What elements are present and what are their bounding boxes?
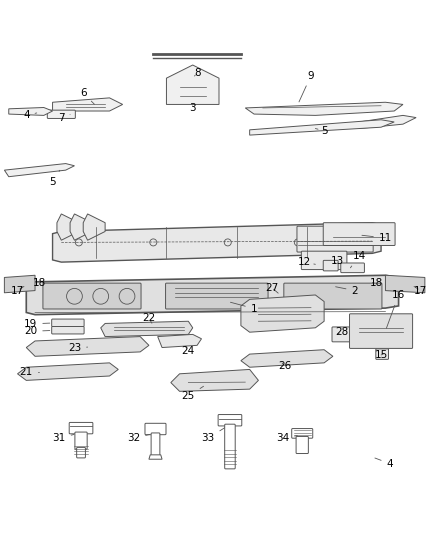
Text: 33: 33 (201, 428, 225, 443)
Polygon shape (359, 115, 416, 128)
Polygon shape (9, 108, 53, 115)
FancyBboxPatch shape (43, 283, 141, 309)
Text: 22: 22 (142, 313, 155, 323)
Polygon shape (385, 275, 425, 293)
Polygon shape (18, 363, 118, 381)
FancyBboxPatch shape (47, 110, 75, 118)
Text: 3: 3 (189, 103, 196, 113)
Text: 18: 18 (370, 278, 383, 288)
Polygon shape (70, 214, 92, 240)
FancyBboxPatch shape (75, 432, 87, 449)
Polygon shape (245, 102, 403, 115)
FancyBboxPatch shape (376, 349, 389, 359)
FancyBboxPatch shape (52, 319, 84, 327)
FancyBboxPatch shape (69, 423, 93, 434)
FancyBboxPatch shape (145, 423, 166, 435)
Text: 19: 19 (24, 319, 50, 329)
Polygon shape (4, 275, 35, 293)
Text: 16: 16 (386, 290, 405, 328)
Text: 4: 4 (375, 458, 393, 469)
Text: 5: 5 (315, 126, 328, 136)
Text: 7: 7 (58, 112, 70, 123)
Polygon shape (158, 334, 201, 348)
Polygon shape (57, 214, 79, 240)
Text: 13: 13 (331, 256, 344, 266)
Text: 12: 12 (298, 257, 315, 267)
FancyBboxPatch shape (77, 447, 85, 458)
Text: 27: 27 (265, 282, 278, 293)
Polygon shape (26, 336, 149, 356)
Polygon shape (166, 65, 219, 104)
Text: 2: 2 (336, 286, 358, 296)
Text: 1: 1 (230, 302, 258, 313)
Text: 17: 17 (414, 286, 427, 296)
Polygon shape (149, 455, 162, 459)
Text: 11: 11 (362, 233, 392, 243)
Text: 8: 8 (194, 68, 201, 78)
FancyBboxPatch shape (332, 327, 351, 342)
FancyBboxPatch shape (151, 433, 160, 456)
FancyBboxPatch shape (341, 263, 364, 273)
Polygon shape (4, 164, 74, 177)
Text: 31: 31 (53, 433, 74, 443)
FancyBboxPatch shape (301, 251, 347, 270)
Text: 25: 25 (182, 386, 204, 401)
Polygon shape (241, 295, 324, 332)
FancyBboxPatch shape (218, 415, 242, 426)
Text: 24: 24 (182, 345, 195, 356)
Polygon shape (101, 321, 193, 336)
Text: 18: 18 (33, 278, 46, 288)
Text: 4: 4 (23, 110, 37, 120)
Text: 17: 17 (11, 286, 24, 296)
Polygon shape (53, 98, 123, 111)
Text: 23: 23 (68, 343, 88, 353)
Text: 6: 6 (80, 88, 95, 104)
FancyBboxPatch shape (292, 429, 313, 438)
Text: 21: 21 (20, 367, 39, 377)
Polygon shape (241, 350, 333, 367)
FancyBboxPatch shape (350, 314, 413, 349)
Polygon shape (53, 223, 381, 262)
FancyBboxPatch shape (284, 283, 382, 309)
Text: 5: 5 (49, 170, 60, 187)
Text: 34: 34 (276, 433, 297, 443)
Polygon shape (83, 214, 105, 240)
Polygon shape (250, 120, 394, 135)
Text: 9: 9 (299, 70, 314, 102)
Text: 28: 28 (335, 327, 348, 337)
FancyBboxPatch shape (166, 283, 268, 309)
Polygon shape (26, 275, 399, 314)
Text: 32: 32 (127, 433, 150, 443)
Text: 20: 20 (24, 326, 50, 336)
FancyBboxPatch shape (323, 223, 395, 246)
Polygon shape (171, 369, 258, 391)
FancyBboxPatch shape (225, 424, 235, 469)
Text: 14: 14 (350, 251, 366, 268)
Text: 26: 26 (278, 361, 291, 372)
Text: 15: 15 (374, 350, 388, 360)
FancyBboxPatch shape (323, 260, 338, 271)
FancyBboxPatch shape (297, 226, 373, 252)
FancyBboxPatch shape (296, 437, 308, 454)
FancyBboxPatch shape (52, 327, 84, 334)
